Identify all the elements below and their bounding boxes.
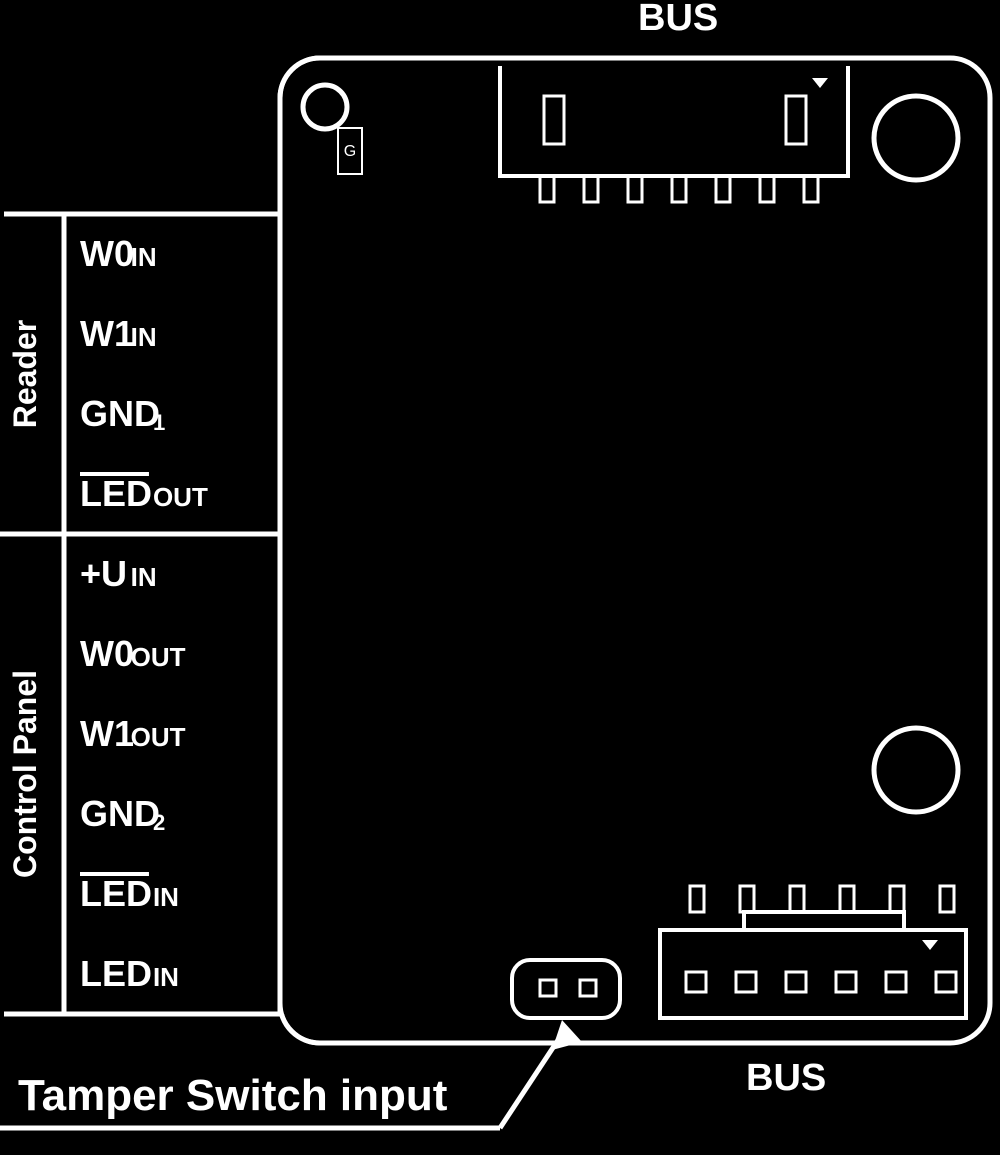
bus-top-slot: [544, 96, 564, 144]
svg-text:+U: +U: [80, 553, 127, 594]
bus-bottom-pin1-marker: [922, 940, 938, 950]
svg-text:IN: IN: [131, 322, 157, 352]
svg-text:W0: W0: [80, 233, 134, 274]
svg-text:OUT: OUT: [131, 642, 186, 672]
svg-text:OUT: OUT: [153, 482, 208, 512]
bus-bottom-pinhole: [936, 972, 956, 992]
svg-text:GND: GND: [80, 393, 160, 434]
bus-top-pin1-marker: [812, 78, 828, 88]
svg-text:GND: GND: [80, 793, 160, 834]
mounting-hole-bottom-right: [874, 728, 958, 812]
svg-text:IN: IN: [131, 242, 157, 272]
bus-bottom-pinhole: [786, 972, 806, 992]
bus-top-label: BUS: [638, 0, 718, 39]
bus-top-pin: [628, 176, 642, 202]
mounting-hole-top-right: [874, 96, 958, 180]
svg-text:IN: IN: [153, 882, 179, 912]
section-label: Reader: [7, 320, 43, 429]
bus-bottom-pin: [790, 886, 804, 912]
bus-bottom-pin: [890, 886, 904, 912]
bus-bottom-pin: [840, 886, 854, 912]
pin-row: GND1: [80, 393, 165, 435]
bus-bottom-pinhole: [836, 972, 856, 992]
bus-top-pin: [584, 176, 598, 202]
bus-top-pin: [760, 176, 774, 202]
svg-text:LED: LED: [80, 873, 152, 914]
pcb-diagram: GBUSBUSReaderControl PanelW0INW1INGND1LE…: [0, 0, 1000, 1155]
svg-text:LED: LED: [80, 473, 152, 514]
svg-text:W0: W0: [80, 633, 134, 674]
bus-bottom-pinhole: [736, 972, 756, 992]
bus-bottom-pinhole: [686, 972, 706, 992]
svg-text:IN: IN: [153, 962, 179, 992]
tamper-connector-pin: [540, 980, 556, 996]
svg-text:1: 1: [153, 410, 165, 435]
mounting-hole-top-left: [303, 85, 347, 129]
bus-bottom-label: BUS: [746, 1057, 826, 1099]
tamper-connector: [512, 960, 620, 1018]
bus-top-connector: [500, 68, 848, 176]
bus-bottom-pinhole: [886, 972, 906, 992]
svg-text:LED: LED: [80, 953, 152, 994]
svg-text:2: 2: [153, 810, 165, 835]
svg-text:IN: IN: [131, 562, 157, 592]
bus-bottom-pin: [690, 886, 704, 912]
bus-top-pin: [540, 176, 554, 202]
bus-top-pin: [672, 176, 686, 202]
bus-top-pin: [716, 176, 730, 202]
bus-bottom-pin: [740, 886, 754, 912]
svg-text:W1: W1: [80, 313, 134, 354]
svg-text:OUT: OUT: [131, 722, 186, 752]
bus-top-slot: [786, 96, 806, 144]
tamper-connector-pin: [580, 980, 596, 996]
tamper-switch-label: Tamper Switch input: [18, 1071, 448, 1120]
section-label: Control Panel: [7, 670, 43, 878]
svg-text:G: G: [344, 143, 356, 160]
svg-text:W1: W1: [80, 713, 134, 754]
bus-top-pin: [804, 176, 818, 202]
pin-row: GND2: [80, 793, 165, 835]
bus-bottom-pin: [940, 886, 954, 912]
